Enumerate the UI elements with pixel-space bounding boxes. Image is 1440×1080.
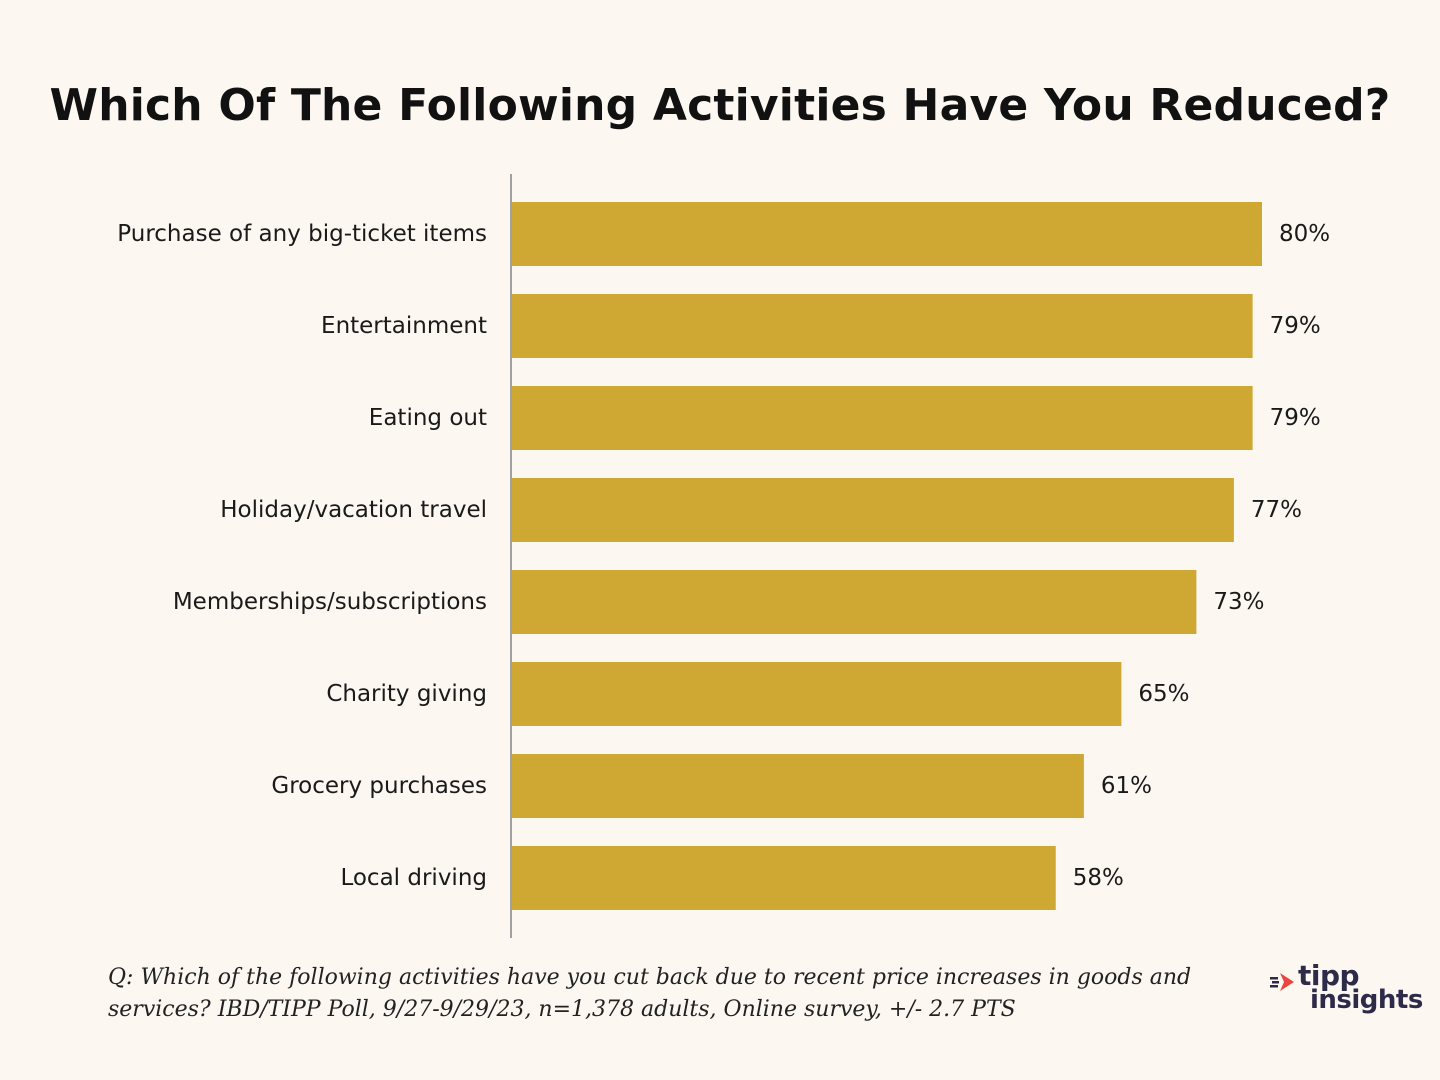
logo-word-insights: insights bbox=[1310, 985, 1423, 1015]
category-label-6: Grocery purchases bbox=[271, 773, 487, 799]
category-label-2: Eating out bbox=[369, 405, 487, 431]
bar-3 bbox=[512, 478, 1234, 542]
speed-arrow-icon bbox=[1270, 973, 1294, 991]
value-label-1: 79% bbox=[1270, 313, 1321, 339]
bar-6 bbox=[512, 754, 1084, 818]
bars-layer bbox=[512, 202, 1262, 910]
category-label-4: Memberships/subscriptions bbox=[173, 589, 487, 615]
bar-1 bbox=[512, 294, 1253, 358]
value-label-3: 77% bbox=[1251, 497, 1302, 523]
bar-2 bbox=[512, 386, 1253, 450]
footnote: Q: Which of the following activities hav… bbox=[108, 965, 1192, 1022]
bar-4 bbox=[512, 570, 1197, 634]
value-label-0: 80% bbox=[1279, 221, 1330, 247]
logo-word-tipp: tipp bbox=[1298, 959, 1360, 992]
bar-0 bbox=[512, 202, 1262, 266]
value-label-2: 79% bbox=[1270, 405, 1321, 431]
value-label-5: 65% bbox=[1138, 681, 1189, 707]
bar-7 bbox=[512, 846, 1056, 910]
tipp-insights-logo: tipp insights bbox=[1270, 959, 1430, 1019]
chart-title: Which Of The Following Activities Have Y… bbox=[49, 80, 1391, 131]
category-label-7: Local driving bbox=[340, 865, 487, 891]
category-label-3: Holiday/vacation travel bbox=[220, 497, 487, 523]
category-label-5: Charity giving bbox=[326, 681, 487, 707]
category-label-1: Entertainment bbox=[321, 313, 487, 339]
value-label-4: 73% bbox=[1213, 589, 1264, 615]
bar-5 bbox=[512, 662, 1122, 726]
labels-layer: Purchase of any big-ticket items 80% Enter… bbox=[117, 221, 1330, 891]
category-label-0: Purchase of any big-ticket items bbox=[117, 221, 487, 247]
value-label-6: 61% bbox=[1101, 773, 1152, 799]
value-label-7: 58% bbox=[1073, 865, 1124, 891]
